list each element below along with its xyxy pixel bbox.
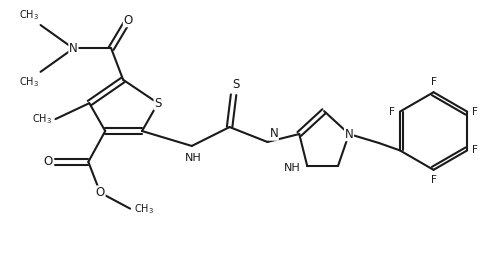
Text: F: F — [472, 107, 478, 117]
Text: NH: NH — [283, 163, 300, 173]
Text: O: O — [123, 14, 133, 27]
Text: N: N — [69, 42, 78, 55]
Text: F: F — [430, 77, 436, 87]
Text: S: S — [232, 78, 239, 91]
Text: NH: NH — [184, 153, 201, 163]
Text: S: S — [154, 97, 162, 110]
Text: N: N — [344, 128, 353, 141]
Text: O: O — [43, 155, 53, 168]
Text: F: F — [389, 107, 395, 117]
Text: O: O — [95, 186, 105, 199]
Text: F: F — [430, 175, 436, 185]
Text: CH$_3$: CH$_3$ — [134, 202, 154, 215]
Text: N: N — [269, 127, 278, 140]
Text: CH$_3$: CH$_3$ — [18, 75, 39, 89]
Text: F: F — [472, 146, 478, 155]
Text: CH$_3$: CH$_3$ — [18, 8, 39, 22]
Text: CH$_3$: CH$_3$ — [31, 112, 52, 126]
